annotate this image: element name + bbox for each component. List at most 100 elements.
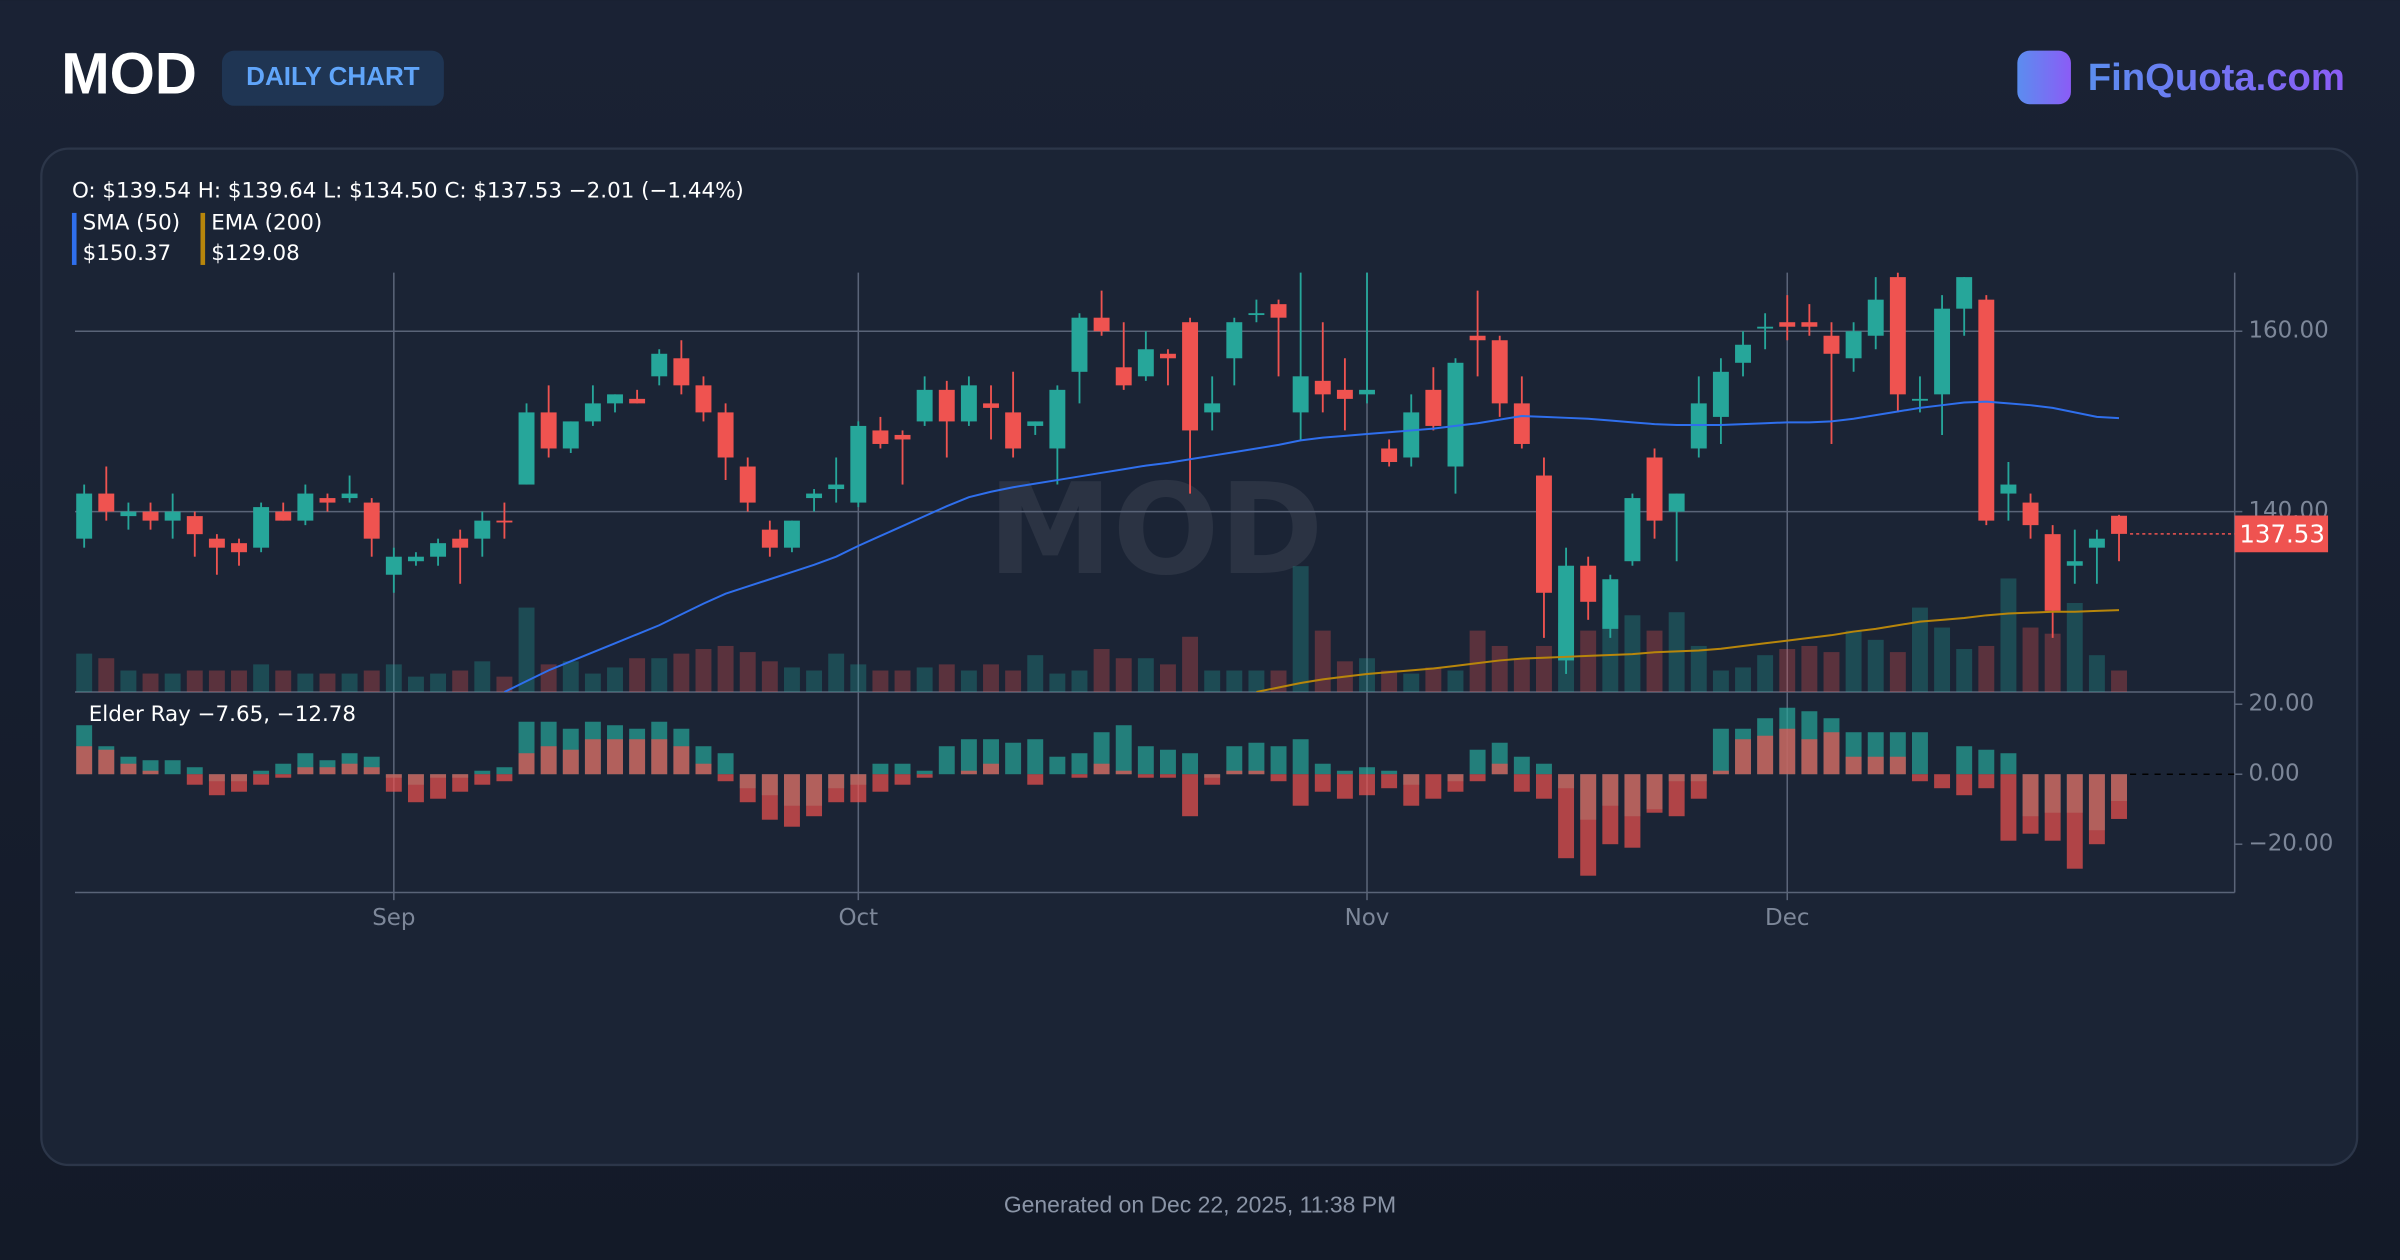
- bear-power-bar: [695, 763, 712, 775]
- volume-bar: [2066, 602, 2083, 692]
- candle-body: [1779, 322, 1796, 327]
- bear-power-bar: [1535, 774, 1552, 799]
- volume-bar: [1779, 649, 1796, 692]
- candle-body: [584, 403, 601, 422]
- overlay-line: [503, 400, 2120, 692]
- volume-bar: [1359, 658, 1375, 692]
- volume-bar: [761, 661, 778, 692]
- bear-power-bar: [1137, 774, 1154, 778]
- bull-power-bar: [1049, 756, 1066, 775]
- volume-bar: [253, 664, 270, 692]
- volume-bar: [1381, 670, 1398, 692]
- candle-body: [2044, 534, 2061, 611]
- volume-bar: [120, 670, 137, 692]
- candle-body: [1646, 457, 1663, 521]
- y2-tick-label: 0.00: [2248, 761, 2299, 787]
- bear-power-bar: [2000, 774, 2017, 841]
- bear-power-bar: [76, 746, 93, 775]
- candle-body: [164, 511, 181, 521]
- bull-power-bar: [1027, 739, 1044, 775]
- volume-bar: [1757, 655, 1774, 692]
- candle-body: [319, 498, 336, 503]
- bear-power-bar: [629, 739, 646, 775]
- bear-power-bar: [1204, 774, 1221, 785]
- volume-bar: [850, 664, 867, 692]
- watermark: MOD: [988, 456, 1324, 603]
- candle-body: [120, 511, 137, 517]
- bull-power-bar: [1469, 749, 1486, 775]
- bear-power-bar: [673, 746, 690, 775]
- bull-power-bar: [1182, 753, 1199, 775]
- bear-power-bar: [1027, 774, 1044, 785]
- price-pane: [76, 272, 2127, 692]
- bull-power-bar: [1956, 746, 1973, 775]
- volume-bar: [1956, 649, 1973, 692]
- candle-body: [872, 430, 889, 444]
- bear-power-bar: [761, 774, 778, 820]
- bear-power-bar: [2044, 774, 2061, 841]
- bear-power-bar: [1491, 763, 1508, 775]
- candle-body: [983, 403, 999, 408]
- badge-bg: [221, 50, 444, 106]
- bull-power-bar: [1137, 746, 1154, 775]
- bear-power-bar: [319, 767, 336, 775]
- volume-bar: [1226, 670, 1243, 692]
- volume-bar: [1447, 670, 1464, 692]
- candle-body: [2111, 515, 2127, 534]
- volume-bar: [1071, 670, 1088, 692]
- volume-bar: [1889, 652, 1906, 692]
- candle-body: [385, 556, 402, 575]
- volume-bar: [452, 670, 469, 692]
- volume-bar: [1801, 645, 1818, 692]
- candle-body: [186, 516, 203, 535]
- candle-body: [1314, 380, 1331, 395]
- candle-body: [1137, 349, 1154, 377]
- bear-power-bar: [1425, 774, 1442, 799]
- candle-body: [607, 394, 623, 404]
- candle-body: [253, 507, 270, 548]
- bull-power-bar: [872, 763, 889, 775]
- volume-bar: [1867, 639, 1884, 692]
- candle-body: [231, 543, 247, 553]
- bull-power-bar: [275, 763, 292, 775]
- candle-body: [695, 385, 712, 413]
- bear-power-bar: [1447, 774, 1464, 792]
- volume-bar: [717, 645, 734, 692]
- candle-body: [1867, 299, 1884, 336]
- volume-bar: [1934, 627, 1951, 692]
- volume-bar: [828, 653, 845, 692]
- volume-bar: [916, 667, 933, 692]
- bear-power-bar: [783, 774, 800, 827]
- candle-body: [1558, 565, 1575, 661]
- bear-power-bar: [717, 774, 734, 782]
- candle-body: [651, 353, 668, 377]
- bear-power-bar: [1845, 756, 1862, 775]
- candle-body: [1978, 299, 1995, 521]
- footer: Generated on Dec 22, 2025, 11:38 PM: [1004, 1191, 1396, 1217]
- volume-bar: [1027, 655, 1044, 692]
- candle-body: [1735, 344, 1751, 363]
- bear-power-bar: [496, 774, 513, 782]
- volume-bar: [164, 673, 181, 692]
- volume-bar: [1182, 636, 1199, 692]
- volume-bar: [1093, 649, 1110, 692]
- bear-power-bar: [1602, 774, 1619, 845]
- bear-power-bar: [540, 746, 557, 775]
- bull-power-bar: [1911, 732, 1928, 775]
- volume-bar: [275, 670, 292, 692]
- bear-power-bar: [1956, 774, 1973, 796]
- bear-power-bar: [1093, 763, 1110, 775]
- volume-bar: [1204, 670, 1221, 692]
- bear-power-bar: [1823, 732, 1840, 775]
- bull-power-bar: [960, 739, 977, 775]
- bull-power-bar: [2000, 753, 2017, 775]
- candle-body: [1115, 367, 1132, 386]
- bear-power-bar: [1115, 770, 1132, 775]
- candle-body: [2088, 538, 2105, 548]
- bear-power-bar: [1911, 774, 1928, 782]
- candle-body: [76, 493, 93, 539]
- bear-power-bar: [1978, 774, 1995, 789]
- brand[interactable]: FinQuota.com: [2088, 56, 2345, 99]
- bear-power-bar: [960, 770, 977, 775]
